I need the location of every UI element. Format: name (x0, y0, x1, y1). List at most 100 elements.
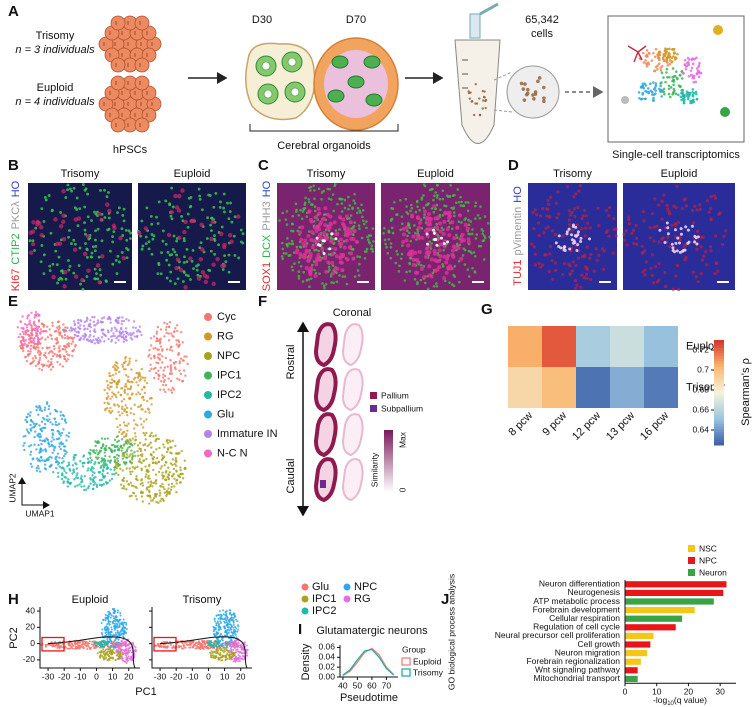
dot (189, 204, 193, 208)
dot (125, 649, 128, 652)
dot (666, 47, 669, 51)
dot (369, 234, 373, 238)
dot (88, 640, 91, 643)
dot (196, 273, 200, 277)
dot (111, 620, 114, 623)
dot (57, 430, 60, 433)
dot (174, 452, 178, 455)
dot (572, 239, 576, 243)
dot (33, 320, 36, 323)
dot (644, 59, 647, 62)
dot (58, 363, 62, 366)
dot (358, 262, 361, 266)
dot (70, 189, 74, 193)
dot (72, 320, 76, 323)
dot (432, 231, 436, 235)
y-tick-label: -20 (23, 654, 36, 664)
dot (665, 71, 668, 74)
dot (662, 57, 665, 61)
dot (119, 611, 122, 614)
dot (447, 195, 450, 199)
dot (343, 198, 347, 202)
dot (162, 383, 165, 387)
dot (679, 95, 683, 99)
dot (90, 255, 93, 259)
dot (148, 494, 151, 497)
dot (83, 328, 86, 331)
dot (575, 248, 579, 252)
dot (99, 217, 104, 223)
dot (126, 379, 130, 382)
dot (333, 232, 338, 237)
dot (120, 407, 124, 411)
dot (100, 641, 103, 644)
dot (120, 322, 123, 326)
dot (62, 481, 65, 485)
dot (121, 469, 124, 472)
similarity-bar (384, 430, 393, 492)
dot (405, 270, 408, 274)
dot (282, 252, 286, 255)
dot (113, 379, 116, 383)
dot (116, 453, 119, 457)
dot (121, 255, 126, 261)
dot (125, 256, 129, 260)
dot (345, 282, 349, 286)
dot (404, 238, 409, 243)
dot (67, 345, 71, 348)
dot (542, 231, 546, 235)
row-label: Euploid (686, 340, 723, 352)
dot (106, 643, 109, 646)
dot (691, 57, 695, 61)
dot (32, 340, 36, 343)
organoid-label: Cerebral organoids (277, 140, 371, 152)
dot (673, 89, 676, 93)
dot (332, 281, 335, 285)
dot (317, 249, 321, 253)
dot (92, 645, 95, 648)
dot (154, 482, 158, 485)
dot (113, 627, 116, 630)
dot (416, 282, 419, 286)
dot (96, 341, 99, 344)
legend-swatch (204, 332, 212, 341)
dot (155, 330, 159, 333)
dot (103, 216, 107, 219)
dot (674, 228, 678, 232)
dot (651, 93, 654, 96)
dot (298, 226, 301, 229)
dot (184, 374, 187, 377)
dot (103, 188, 106, 192)
dot (81, 183, 85, 186)
dot (111, 395, 114, 398)
dot (51, 423, 54, 426)
dot (227, 253, 231, 257)
dot (185, 247, 189, 251)
dot (231, 631, 234, 634)
dot (34, 324, 37, 327)
dot (113, 403, 116, 406)
dot (23, 441, 26, 445)
image-title: Euploid (417, 168, 454, 180)
dot (62, 445, 66, 448)
dot (141, 395, 145, 399)
dot (690, 224, 694, 228)
dot (18, 332, 22, 336)
dot (134, 435, 137, 438)
dot (687, 74, 691, 78)
dot (97, 321, 100, 324)
dot (49, 231, 53, 235)
dot (65, 345, 68, 349)
dot (95, 641, 98, 644)
dot (107, 395, 110, 398)
dot (70, 642, 73, 645)
dot (93, 277, 97, 281)
dot (155, 215, 158, 219)
legend-label: Subpallium (381, 403, 423, 413)
dot (163, 491, 166, 494)
dot (92, 320, 96, 324)
dot (694, 90, 698, 94)
dot (122, 649, 125, 652)
dot (422, 275, 427, 280)
dot (98, 479, 102, 482)
